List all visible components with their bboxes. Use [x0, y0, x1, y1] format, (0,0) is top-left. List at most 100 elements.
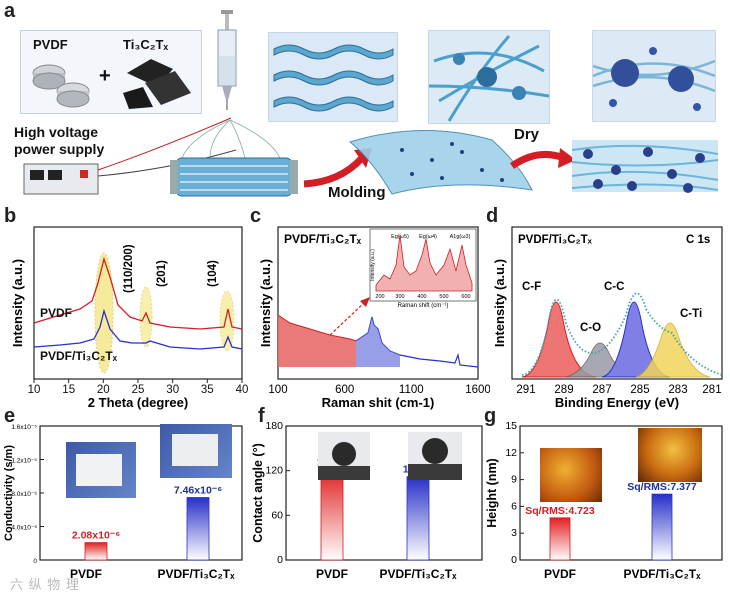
dry-arrow-icon — [510, 148, 576, 169]
panel-d-label: d — [486, 205, 499, 227]
xps-title: PVDF/Ti₃C₂Tₓ — [518, 234, 593, 246]
watermark: 六 纵 物 理 — [10, 577, 80, 592]
materials-box: PVDF Ti₃C₂Tₓ + — [20, 30, 202, 114]
xps-xtick: 281 — [702, 384, 721, 396]
panel-b-xrd-chart: Intensity (a.u.) (110/200) (201) (104) P… — [10, 226, 249, 410]
y-axis-label: Conductivity (s/m) — [3, 445, 15, 541]
bar-data-label: Sq/RMS:7.377 — [627, 481, 697, 493]
y-tick-label: 15 — [505, 420, 517, 432]
plus-sign: + — [99, 65, 111, 87]
xps-comp-cc: C-C — [604, 281, 624, 293]
fiber-inset-1 — [268, 32, 398, 122]
xrd-xtick: 30 — [166, 384, 179, 396]
bar-data-label: Sq/RMS:4.723 — [525, 505, 595, 517]
inset-xtick: 300 — [395, 294, 404, 300]
bar-pvdf — [549, 517, 571, 561]
xrd-peak-110: (110/200) — [123, 244, 135, 293]
bar-pvdf — [84, 542, 108, 561]
xps-xtick: 283 — [668, 384, 687, 396]
category-label: PVDF/Ti₃C₂Tₓ — [157, 567, 235, 581]
xrd-xtick: 10 — [28, 384, 41, 396]
y-tick-label: 9 — [511, 474, 517, 486]
category-label: PVDF — [70, 567, 102, 581]
panel-a-label: a — [4, 0, 16, 22]
y-tick-label: 1.2x10⁻⁵ — [11, 458, 37, 465]
y-axis-label: Height (nm) — [485, 458, 499, 527]
xps-comp-cf: C-F — [522, 281, 541, 293]
y-tick-label: 120 — [265, 465, 283, 477]
y-tick-label: 6 — [511, 500, 517, 512]
y-axis-label: Contact angle (°) — [251, 443, 265, 542]
xrd-xtick: 25 — [132, 384, 145, 396]
raman-xlabel: Raman shit (cm-1) — [322, 395, 435, 410]
composite-film-photo — [160, 424, 232, 478]
bar-composite — [651, 493, 673, 561]
xrd-peak-104: (104) — [207, 260, 219, 287]
bar-pvdf — [320, 468, 344, 561]
pvdf-label: PVDF — [33, 37, 68, 52]
raman-xtick: 600 — [335, 384, 354, 396]
y-tick-label: 180 — [265, 420, 283, 432]
inset-peak-3: A1g(ω3) — [450, 234, 471, 240]
syringe-icon — [217, 10, 237, 110]
xps-xtick: 285 — [630, 384, 649, 396]
inset-xtick: 200 — [375, 294, 384, 300]
molding-label: Molding — [328, 184, 386, 201]
y-tick-label: 0 — [277, 554, 283, 566]
xrd-xtick: 40 — [236, 384, 249, 396]
fiber-inset-2 — [428, 30, 550, 124]
panel-f-label: f — [258, 405, 265, 427]
xrd-ylabel: Intensity (a.u.) — [10, 259, 25, 347]
power-supply-label: High voltage power supply — [14, 124, 105, 157]
bar-data-label: 7.46x10⁻⁶ — [174, 485, 222, 497]
raman-title: PVDF/Ti₃C₂Tₓ — [284, 232, 362, 246]
fiber-inset-3 — [592, 30, 716, 122]
xps-ylabel: Intensity (a.u.) — [492, 259, 507, 347]
collector-drum-icon — [170, 119, 298, 197]
panel-c-label: c — [250, 205, 262, 227]
bar-data-label: 2.08x10⁻⁶ — [72, 530, 120, 542]
xps-subtitle: C 1s — [686, 234, 710, 246]
y-tick-label: 8.0x10⁻⁶ — [11, 491, 37, 498]
y-tick-label: 0 — [511, 554, 517, 566]
inset-peak-2: Eg(ω4) — [419, 234, 437, 240]
xrd-series-composite: PVDF/Ti₃C₂Tₓ — [40, 349, 118, 363]
xps-xtick: 289 — [554, 384, 573, 396]
category-label: PVDF/Ti₃C₂Tₓ — [379, 567, 457, 581]
inset-peak-1: Eg(ω5) — [391, 234, 409, 240]
dry-label: Dry — [514, 126, 540, 143]
fibrous-mat-icon — [571, 140, 719, 193]
bar-composite — [186, 497, 210, 561]
y-tick-label: 0 — [33, 558, 37, 565]
y-tick-label: 12 — [505, 447, 517, 459]
raman-xtick: 1100 — [399, 384, 424, 396]
membrane-icon — [348, 129, 533, 195]
y-tick-label: 1.6x10⁻⁵ — [11, 424, 37, 431]
pvdf-film-photo — [66, 442, 136, 498]
pvdf-afm-image — [540, 448, 602, 502]
xrd-xtick: 15 — [62, 384, 75, 396]
panel-c-raman-chart: PVDF/Ti₃C₂Tₓ Intensity (a.u.) Eg(ω5) Eg(… — [258, 226, 490, 410]
wires-icon — [97, 117, 237, 177]
panel-b-label: b — [4, 205, 17, 227]
raman-xtick: 1600 — [465, 384, 490, 396]
xps-comp-cti: C-Ti — [680, 308, 702, 320]
y-tick-label: 4.0x10⁻⁶ — [11, 525, 37, 532]
xps-xtick: 291 — [516, 384, 535, 396]
inset-xtick: 600 — [461, 294, 470, 300]
xps-comp-co: C-O — [580, 322, 601, 334]
pvdf-pellets-icon — [32, 64, 90, 108]
bar-composite — [406, 476, 430, 561]
power-supply-icon — [23, 163, 99, 195]
y-tick-label: 3 — [511, 527, 517, 539]
y-tick-label: 60 — [271, 509, 283, 521]
inset-xtick: 400 — [417, 294, 426, 300]
category-label: PVDF/Ti₃C₂Tₓ — [623, 567, 701, 581]
panel-e-label: e — [4, 405, 16, 427]
xrd-xtick: 20 — [97, 384, 110, 396]
panel-g-label: g — [484, 405, 497, 427]
xps-xtick: 287 — [592, 384, 611, 396]
panel-d-xps-chart: PVDF/Ti₃C₂Tₓ C 1s Intensity (a.u.) C-F C… — [492, 226, 723, 410]
category-label: PVDF — [544, 567, 576, 581]
raman-ylabel: Intensity (a.u.) — [258, 259, 273, 347]
